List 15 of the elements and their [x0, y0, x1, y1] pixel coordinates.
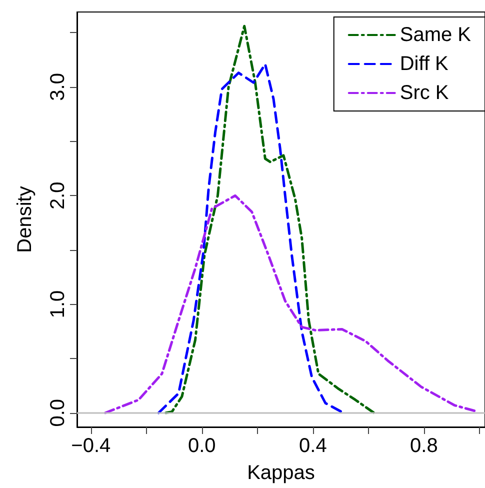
- x-tick-label: 0.0: [188, 435, 216, 457]
- legend-label: Same K: [400, 24, 472, 46]
- line-series: [157, 62, 345, 414]
- y-tick-label: 2.0: [47, 182, 69, 210]
- x-tick-label: 0.8: [410, 435, 438, 457]
- y-tick-label: 1.0: [47, 290, 69, 318]
- x-tick-label: −0.4: [71, 435, 111, 457]
- legend-label: Src K: [400, 82, 450, 104]
- y-axis-title: Density: [14, 186, 36, 253]
- x-axis-title: Kappas: [247, 462, 315, 484]
- line-series: [164, 24, 376, 414]
- y-tick-label: 0.0: [47, 398, 69, 427]
- x-tick-label: 0.4: [299, 435, 327, 457]
- y-tick-label: 3.0: [47, 73, 69, 101]
- legend-label: Diff K: [400, 53, 450, 75]
